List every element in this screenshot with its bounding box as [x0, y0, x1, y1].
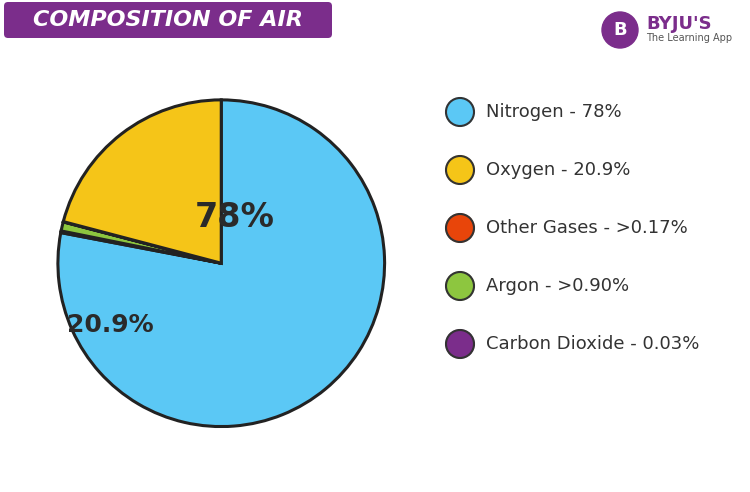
Text: 20.9%: 20.9% — [67, 313, 154, 338]
Circle shape — [446, 156, 474, 184]
Text: COMPOSITION OF AIR: COMPOSITION OF AIR — [33, 10, 303, 30]
Circle shape — [446, 214, 474, 242]
Circle shape — [602, 12, 638, 48]
Text: Nitrogen - 78%: Nitrogen - 78% — [486, 103, 622, 121]
Text: The Learning App: The Learning App — [646, 33, 732, 43]
Text: Oxygen - 20.9%: Oxygen - 20.9% — [486, 161, 630, 179]
Text: Carbon Dioxide - 0.03%: Carbon Dioxide - 0.03% — [486, 335, 699, 353]
Text: Argon - >0.90%: Argon - >0.90% — [486, 277, 629, 295]
Text: B: B — [614, 21, 627, 39]
Circle shape — [446, 98, 474, 126]
Text: 78%: 78% — [194, 201, 274, 234]
FancyBboxPatch shape — [4, 2, 332, 38]
Wedge shape — [61, 231, 221, 263]
Circle shape — [446, 330, 474, 358]
Wedge shape — [62, 222, 221, 263]
Text: Other Gases - >0.17%: Other Gases - >0.17% — [486, 219, 688, 237]
Wedge shape — [63, 100, 221, 263]
Circle shape — [446, 272, 474, 300]
Wedge shape — [63, 221, 221, 263]
Wedge shape — [58, 100, 385, 427]
Text: BYJU'S: BYJU'S — [646, 15, 712, 33]
